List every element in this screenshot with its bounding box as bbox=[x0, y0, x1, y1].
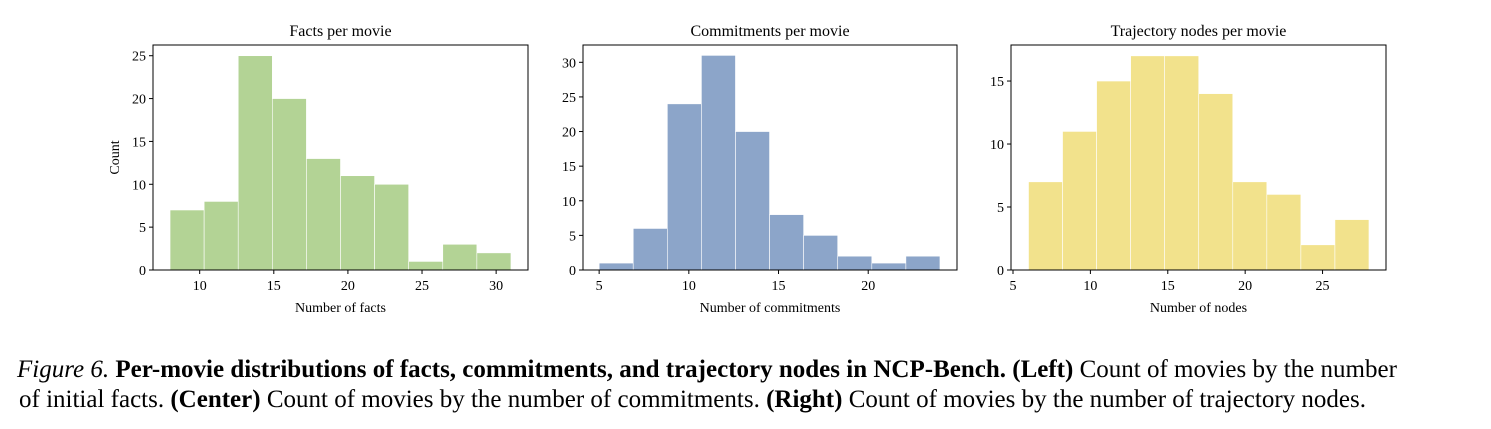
x-tick-label: 10 bbox=[682, 279, 696, 294]
y-tick-label: 5 bbox=[139, 221, 146, 236]
bar bbox=[340, 175, 375, 271]
x-tick-label: 5 bbox=[1010, 279, 1017, 294]
x-tick-label: 15 bbox=[267, 279, 281, 294]
caption-label: Figure 6. bbox=[16, 356, 109, 383]
bar bbox=[1300, 244, 1336, 271]
y-tick-label: 0 bbox=[139, 264, 146, 279]
caption-title: Per-movie distributions of facts, commit… bbox=[115, 356, 1006, 383]
bar bbox=[1028, 181, 1063, 271]
y-tick-label: 5 bbox=[997, 201, 1004, 216]
bar bbox=[837, 255, 873, 271]
bar bbox=[735, 131, 770, 271]
bar bbox=[667, 103, 702, 271]
bar bbox=[442, 243, 478, 271]
x-tick-label: 15 bbox=[772, 279, 786, 294]
bar bbox=[769, 214, 804, 271]
bar bbox=[1232, 181, 1268, 271]
x-tick-label: 20 bbox=[861, 279, 875, 294]
chart-title: Commitments per movie bbox=[690, 23, 849, 40]
bar bbox=[169, 209, 205, 271]
x-tick-label: 20 bbox=[1238, 279, 1252, 294]
bar bbox=[1096, 80, 1131, 271]
caption-line: of initial facts. (Center) Count of movi… bbox=[19, 386, 1366, 413]
y-tick-label: 15 bbox=[562, 160, 576, 175]
caption-center: (Center) bbox=[170, 386, 260, 413]
caption-text: Count of movies by the number bbox=[1080, 356, 1398, 383]
y-tick-label: 20 bbox=[562, 126, 576, 141]
y-tick-label: 20 bbox=[132, 93, 146, 108]
plot-frame bbox=[152, 44, 529, 271]
caption-text: Count of movies by the number of traject… bbox=[849, 386, 1366, 413]
x-tick-label: 25 bbox=[1316, 279, 1330, 294]
bar bbox=[803, 235, 839, 271]
bar bbox=[1266, 194, 1302, 271]
caption-left: (Left) bbox=[1012, 356, 1073, 383]
x-tick-label: 15 bbox=[1161, 279, 1175, 294]
y-tick-label: 15 bbox=[132, 135, 146, 150]
y-tick-label: 10 bbox=[990, 138, 1004, 153]
x-tick-label: 5 bbox=[596, 279, 603, 294]
x-tick-label: 10 bbox=[1083, 279, 1097, 294]
bar bbox=[306, 158, 341, 271]
y-tick-label: 25 bbox=[562, 91, 576, 106]
bar bbox=[272, 98, 307, 271]
bar bbox=[871, 262, 907, 271]
bar bbox=[598, 262, 634, 271]
bar bbox=[1198, 93, 1234, 271]
bar bbox=[701, 55, 736, 271]
bar bbox=[632, 228, 668, 271]
bar bbox=[237, 55, 273, 271]
y-tick-label: 10 bbox=[132, 178, 146, 193]
y-tick-label: 0 bbox=[997, 264, 1004, 279]
x-axis-label: Number of nodes bbox=[1150, 301, 1247, 316]
x-tick-label: 25 bbox=[415, 279, 429, 294]
y-tick-label: 0 bbox=[569, 264, 576, 279]
bar bbox=[1062, 131, 1097, 271]
bar bbox=[408, 261, 444, 271]
y-tick-label: 30 bbox=[562, 56, 576, 71]
bar bbox=[374, 183, 409, 271]
caption-text: Count of movies by the number of commitm… bbox=[267, 386, 760, 413]
bar bbox=[203, 201, 239, 271]
caption-text: of initial facts. bbox=[19, 386, 164, 413]
x-tick-label: 20 bbox=[341, 279, 355, 294]
bar bbox=[1334, 219, 1370, 271]
bar bbox=[1130, 55, 1165, 271]
caption-line: Figure 6. Per-movie distributions of fac… bbox=[16, 356, 1398, 383]
y-axis-label: Count bbox=[108, 140, 123, 174]
x-tick-label: 30 bbox=[489, 279, 503, 294]
y-tick-label: 15 bbox=[990, 75, 1004, 90]
x-axis-label: Number of facts bbox=[295, 301, 386, 316]
caption-right: (Right) bbox=[766, 386, 842, 413]
bar bbox=[1164, 55, 1200, 271]
x-axis-label: Number of commitments bbox=[700, 301, 841, 316]
x-tick-label: 10 bbox=[193, 279, 207, 294]
y-tick-label: 10 bbox=[562, 195, 576, 210]
bar bbox=[476, 252, 512, 271]
y-tick-label: 25 bbox=[132, 50, 146, 65]
y-tick-label: 5 bbox=[569, 229, 576, 244]
plot-frame bbox=[582, 44, 958, 271]
plot-frame bbox=[1010, 44, 1387, 271]
chart-title: Trajectory nodes per movie bbox=[1111, 23, 1287, 40]
chart-title: Facts per movie bbox=[289, 23, 391, 40]
bar bbox=[905, 255, 941, 271]
